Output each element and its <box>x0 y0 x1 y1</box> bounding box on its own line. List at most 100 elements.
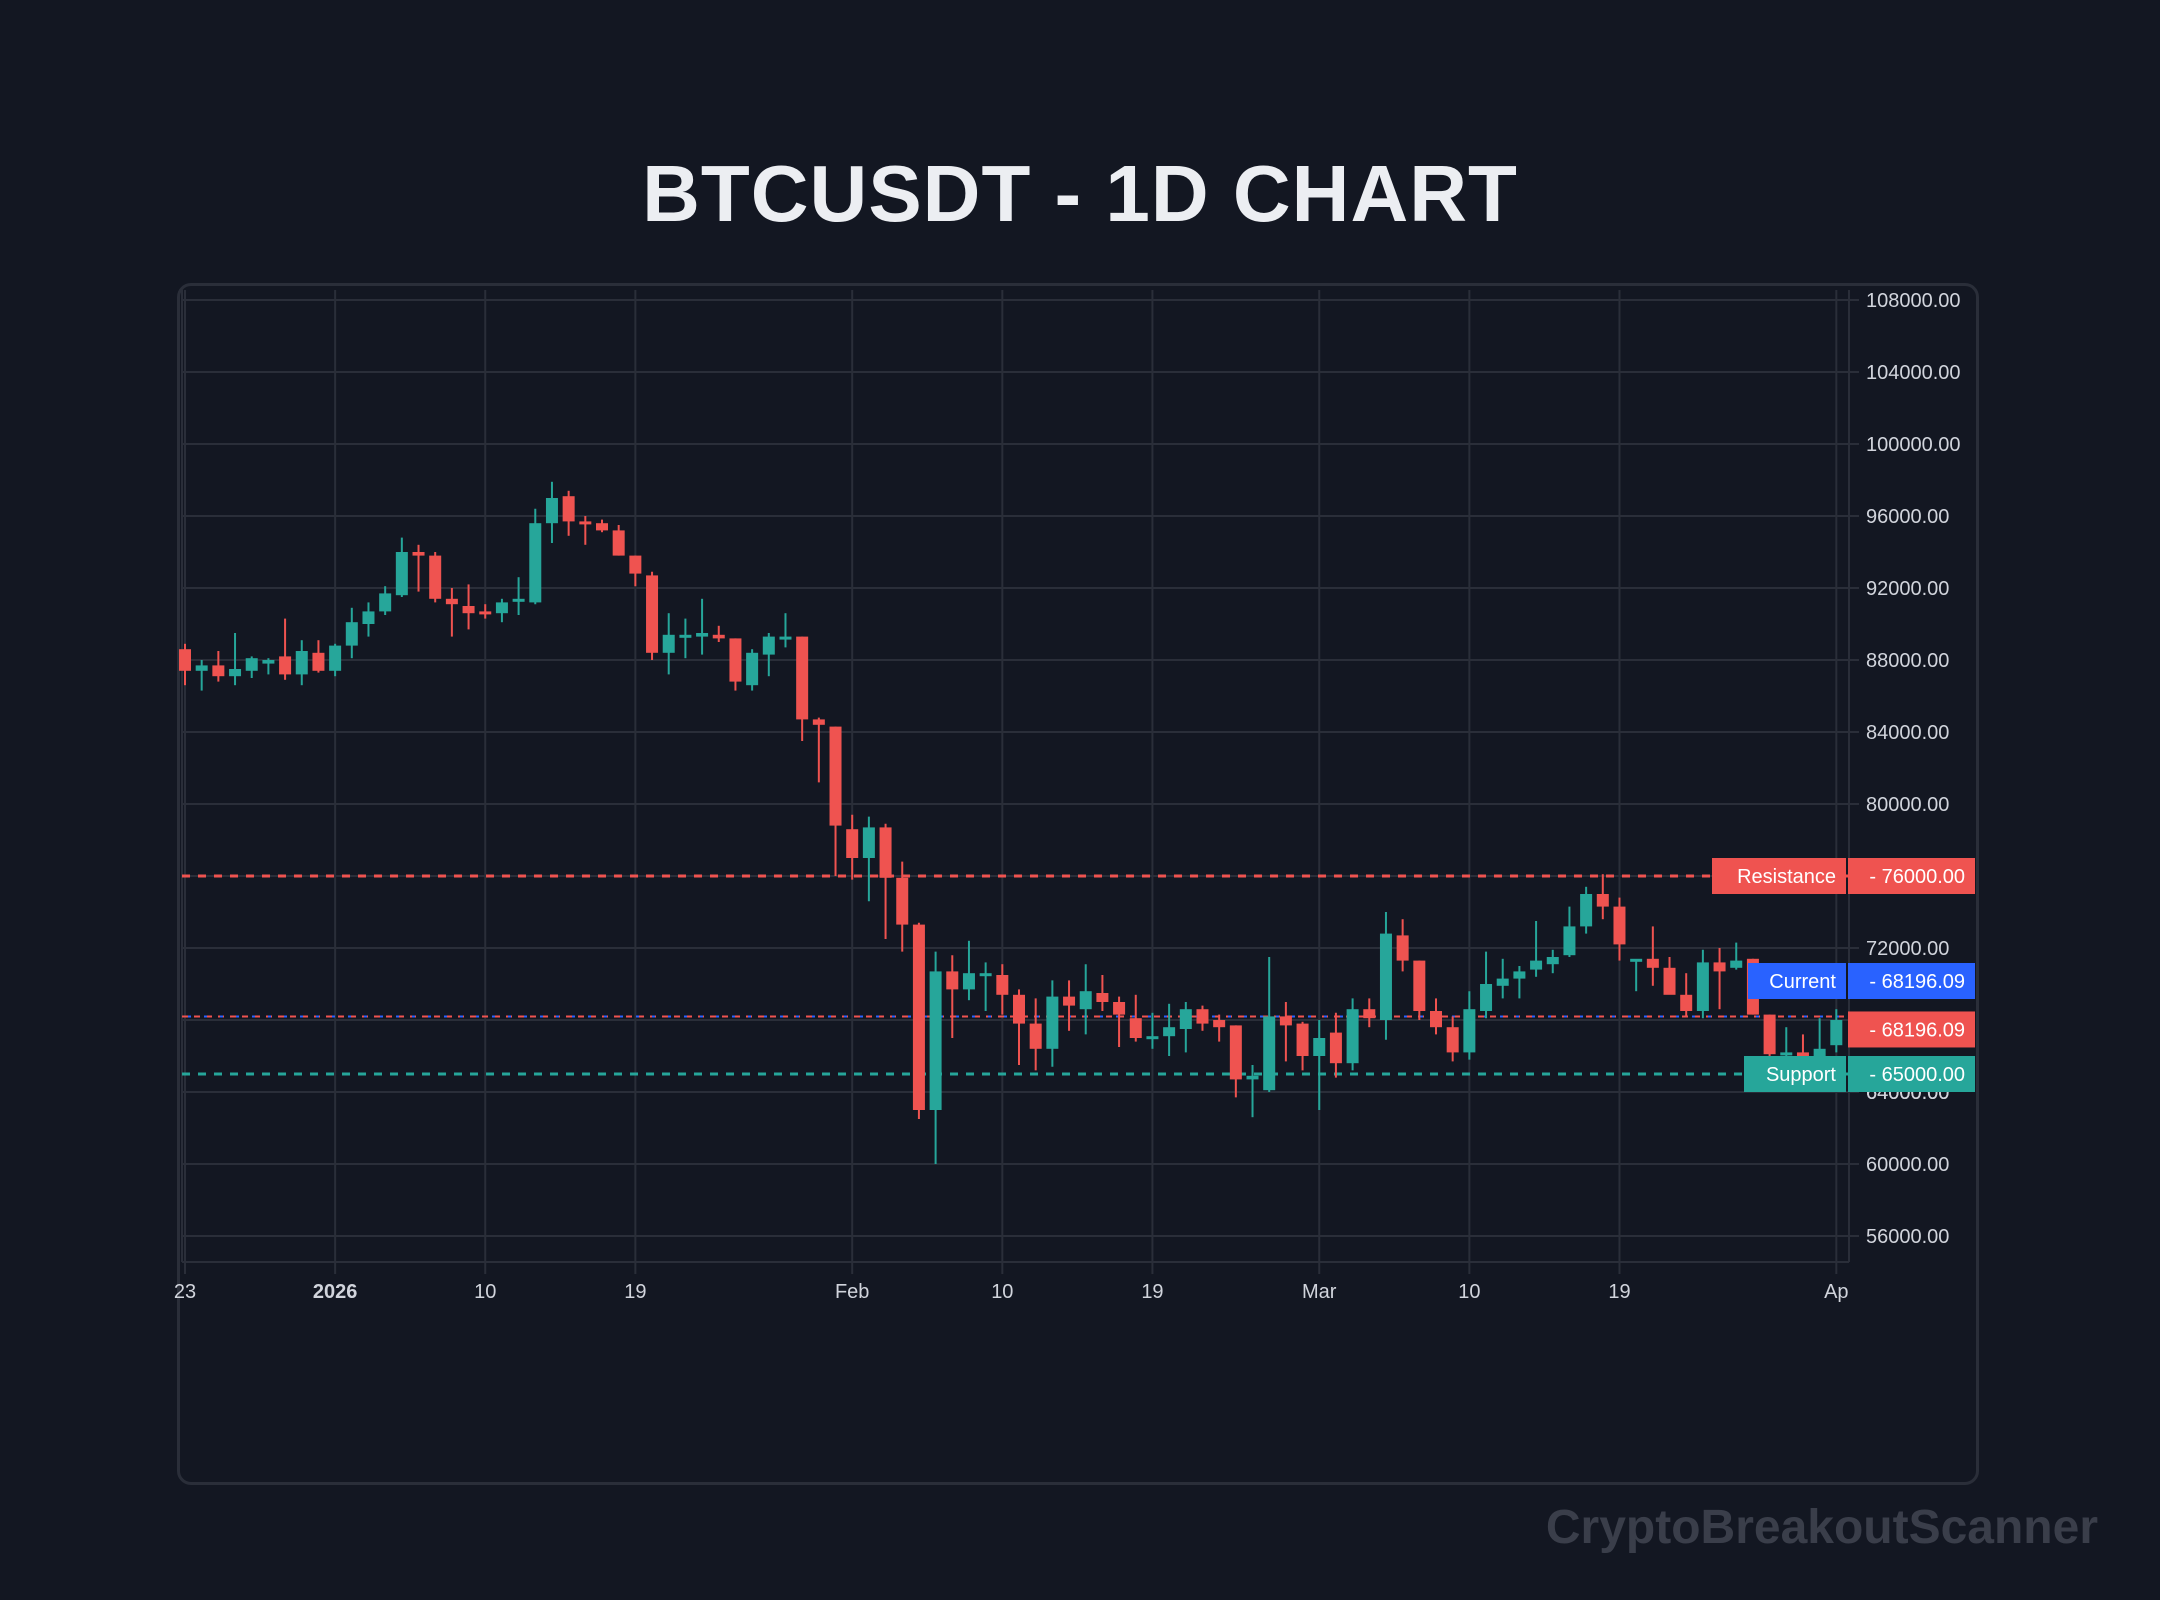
candle-body[interactable] <box>1163 1027 1176 1037</box>
candle-body[interactable] <box>929 971 942 1110</box>
candle-body[interactable] <box>1063 996 1076 1006</box>
candle-body[interactable] <box>696 633 709 637</box>
candle-body[interactable] <box>779 636 792 640</box>
candle-body[interactable] <box>529 523 542 603</box>
candle-body[interactable] <box>1480 984 1493 1011</box>
candle-body[interactable] <box>345 622 358 646</box>
candle-body[interactable] <box>1463 1009 1476 1053</box>
candle-body[interactable] <box>229 669 242 677</box>
candle-body[interactable] <box>1696 962 1709 1011</box>
candle-body[interactable] <box>1413 960 1426 1011</box>
candle-body[interactable] <box>1613 906 1626 945</box>
y-axis-label: 72000.00 <box>1866 938 1949 960</box>
candle-body[interactable] <box>662 634 675 653</box>
candle-body[interactable] <box>679 634 692 638</box>
candle-body[interactable] <box>879 827 892 878</box>
candle-body[interactable] <box>946 971 959 990</box>
candle-body[interactable] <box>412 552 425 556</box>
candle-body[interactable] <box>1830 1020 1843 1046</box>
candle-body[interactable] <box>1513 971 1526 979</box>
candle-body[interactable] <box>596 523 608 531</box>
candle-body[interactable] <box>846 829 859 858</box>
candle-body[interactable] <box>1379 933 1392 1020</box>
candle-body[interactable] <box>829 726 842 826</box>
candle-body[interactable] <box>495 602 508 614</box>
candle-body[interactable] <box>1680 994 1693 1011</box>
candle-body[interactable] <box>1713 962 1726 972</box>
candle-body[interactable] <box>862 827 875 858</box>
candle-body[interactable] <box>1430 1011 1442 1028</box>
candle-body[interactable] <box>1596 894 1609 907</box>
candle-body[interactable] <box>579 521 592 525</box>
candle-body[interactable] <box>479 611 492 615</box>
candle-body[interactable] <box>1029 1023 1042 1049</box>
candle-body[interactable] <box>1013 994 1025 1024</box>
candle-body[interactable] <box>512 598 525 602</box>
candle-body[interactable] <box>1396 935 1409 961</box>
candle-body[interactable] <box>245 658 258 671</box>
candle-body[interactable] <box>1146 1036 1159 1040</box>
candle-body[interactable] <box>312 652 325 671</box>
candle-body[interactable] <box>179 649 191 671</box>
candle-body[interactable] <box>612 530 625 556</box>
candle-body[interactable] <box>1496 978 1509 986</box>
candle-body[interactable] <box>746 652 759 686</box>
candle-body[interactable] <box>1813 1048 1826 1060</box>
candle-body[interactable] <box>1646 958 1659 968</box>
candle-body[interactable] <box>762 636 775 655</box>
candle-body[interactable] <box>1530 960 1543 970</box>
candle-body[interactable] <box>1296 1023 1309 1056</box>
candle-body[interactable] <box>729 638 742 682</box>
candle-body[interactable] <box>379 593 392 612</box>
candle-body[interactable] <box>1663 967 1676 995</box>
candle-body[interactable] <box>1046 996 1059 1049</box>
candle-body[interactable] <box>429 555 442 599</box>
candle-body[interactable] <box>1113 1002 1126 1015</box>
candle-body[interactable] <box>962 973 975 990</box>
candle-body[interactable] <box>1313 1038 1326 1056</box>
candle-body[interactable] <box>1263 1016 1276 1091</box>
candle-body[interactable] <box>996 975 1009 995</box>
candle-body[interactable] <box>979 973 992 977</box>
candle-body[interactable] <box>362 611 375 624</box>
candle-body[interactable] <box>1213 1020 1226 1028</box>
candle-body[interactable] <box>279 656 292 675</box>
candle-body[interactable] <box>1563 926 1576 956</box>
candle-body[interactable] <box>395 552 408 596</box>
candle-body[interactable] <box>545 498 558 524</box>
candle-body[interactable] <box>329 645 342 671</box>
candle-body[interactable] <box>1346 1009 1359 1064</box>
candle-body[interactable] <box>646 575 659 653</box>
candle-body[interactable] <box>1096 993 1109 1002</box>
candle-body[interactable] <box>1630 958 1643 962</box>
candle-body[interactable] <box>1179 1009 1192 1029</box>
candle-body[interactable] <box>712 634 725 639</box>
candle-body[interactable] <box>912 924 925 1110</box>
candle-body[interactable] <box>195 665 208 671</box>
candle-body[interactable] <box>462 606 475 614</box>
candle-body[interactable] <box>1580 894 1593 927</box>
candle-body[interactable] <box>1246 1075 1259 1080</box>
candle-body[interactable] <box>445 598 458 605</box>
candle-body[interactable] <box>1730 960 1743 968</box>
candle-body[interactable] <box>1446 1027 1459 1053</box>
candle-body[interactable] <box>1196 1009 1209 1024</box>
candle-body[interactable] <box>1546 957 1559 965</box>
candle-body[interactable] <box>562 496 575 522</box>
candle-body[interactable] <box>896 877 909 925</box>
candle-body[interactable] <box>1363 1009 1376 1019</box>
candle-body[interactable] <box>295 651 308 675</box>
candle-body[interactable] <box>1129 1018 1142 1038</box>
candle-body[interactable] <box>212 665 225 677</box>
candle-body[interactable] <box>1329 1032 1342 1064</box>
candle-body[interactable] <box>1780 1052 1793 1056</box>
candle-body[interactable] <box>629 555 642 574</box>
candle-body[interactable] <box>1763 1014 1776 1055</box>
candle-body[interactable] <box>1279 1016 1292 1026</box>
candle-body[interactable] <box>262 660 275 664</box>
candle-body[interactable] <box>1079 991 1092 1010</box>
candle-body[interactable] <box>796 636 809 720</box>
candle-body[interactable] <box>812 719 825 725</box>
candle-body[interactable] <box>1229 1025 1242 1080</box>
